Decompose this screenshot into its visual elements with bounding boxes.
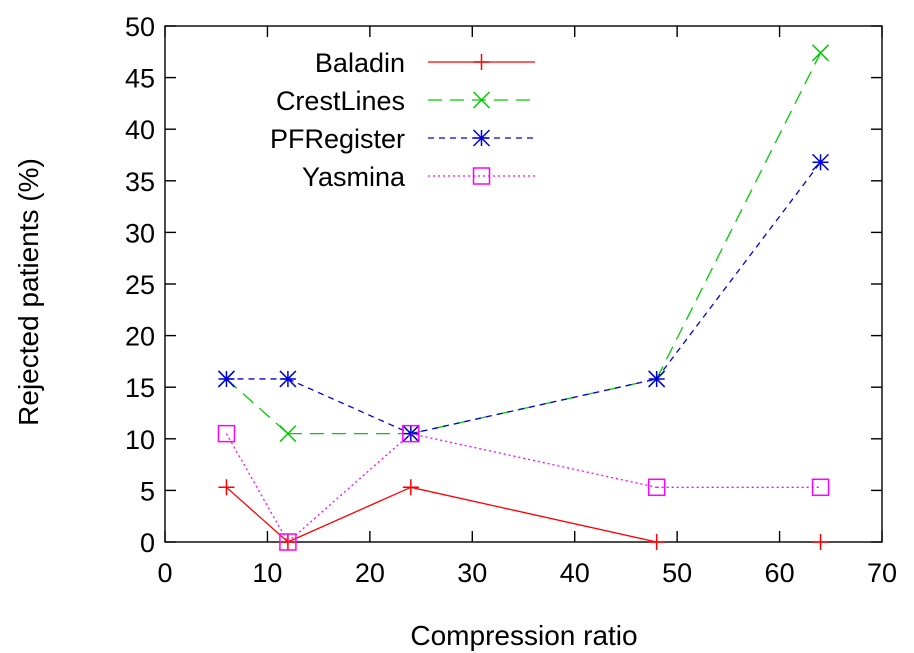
y-tick-label: 45: [125, 64, 155, 94]
series-line-yasmina: [410, 433, 657, 488]
legend-label: CrestLines: [276, 86, 405, 116]
series-line-pfregister: [410, 378, 657, 435]
legend-marker: [473, 54, 490, 70]
data-point-baladin: [218, 479, 235, 496]
data-point-pfregister: [812, 153, 830, 171]
legend-marker: [472, 129, 491, 147]
x-tick-label: 30: [457, 558, 487, 588]
y-tick-label: 10: [125, 425, 155, 455]
plot-border: [164, 25, 883, 543]
x-tick-label: 60: [765, 558, 795, 588]
y-tick-label: 40: [125, 115, 155, 145]
series-line-crestlines: [656, 52, 822, 380]
series-yasmina: [217, 424, 830, 551]
x-tick-label: 10: [252, 558, 282, 588]
x-tick-label: 70: [867, 558, 897, 588]
data-point-pfregister: [217, 370, 235, 388]
series-pfregister: [217, 153, 830, 443]
series-line-baladin: [226, 486, 289, 543]
data-point-baladin: [279, 534, 296, 550]
data-point-baladin: [648, 534, 665, 550]
data-point-yasmina: [811, 478, 830, 497]
x-tick-label: 0: [157, 558, 172, 588]
y-tick-label: 35: [125, 167, 155, 197]
y-tick-label: 20: [125, 322, 155, 352]
legend: Baladin CrestLines PFRegister Yasmina: [270, 48, 535, 192]
legend-label: PFRegister: [270, 124, 405, 154]
y-tick-label: 0: [140, 528, 155, 558]
legend-item-baladin: Baladin: [315, 48, 535, 78]
series-line-pfregister: [656, 161, 822, 380]
y-axis-title: Rejected patients (%): [13, 158, 44, 426]
y-tick-label: 25: [125, 270, 155, 300]
y-tick-label: 30: [125, 218, 155, 248]
data-point-pfregister: [279, 370, 297, 388]
series-layer: [217, 44, 830, 551]
data-point-pfregister: [648, 370, 666, 388]
series-line-crestlines: [226, 378, 289, 435]
x-tick-label: 50: [662, 558, 692, 588]
series-line-yasmina: [225, 433, 289, 543]
plot-frame: [164, 25, 883, 543]
data-point-baladin: [812, 534, 829, 550]
legend-label: Baladin: [315, 48, 405, 78]
legend-item-pfregister: PFRegister: [270, 124, 535, 154]
data-point-yasmina: [647, 478, 666, 497]
series-line-baladin: [287, 486, 412, 543]
series-baladin: [218, 479, 829, 550]
legend-item-yasmina: Yasmina: [302, 162, 535, 192]
legend-item-crestlines: CrestLines: [276, 86, 535, 116]
series-line-pfregister: [287, 378, 412, 435]
x-tick-label: 40: [560, 558, 590, 588]
legend-marker: [472, 167, 491, 185]
series-line-baladin: [410, 486, 657, 543]
data-point-baladin: [402, 479, 419, 496]
data-point-yasmina: [402, 424, 420, 443]
axis-ticks: 0 10 20 30 40 50 60 70 0 5 10 15 20 25 30 35 40 45 50: [125, 12, 897, 588]
x-axis-title: Compression ratio: [410, 620, 637, 651]
data-point-crestlines: [279, 425, 297, 443]
series-line-yasmina: [287, 433, 412, 543]
y-tick-label: 50: [125, 12, 155, 42]
data-point-crestlines: [812, 44, 830, 62]
x-tick-label: 20: [355, 558, 385, 588]
legend-label: Yasmina: [302, 162, 406, 192]
legend-marker: [472, 91, 491, 109]
data-point-yasmina: [279, 533, 297, 551]
y-tick-label: 15: [125, 373, 155, 403]
y-tick-label: 5: [140, 476, 155, 506]
data-point-yasmina: [217, 424, 236, 443]
